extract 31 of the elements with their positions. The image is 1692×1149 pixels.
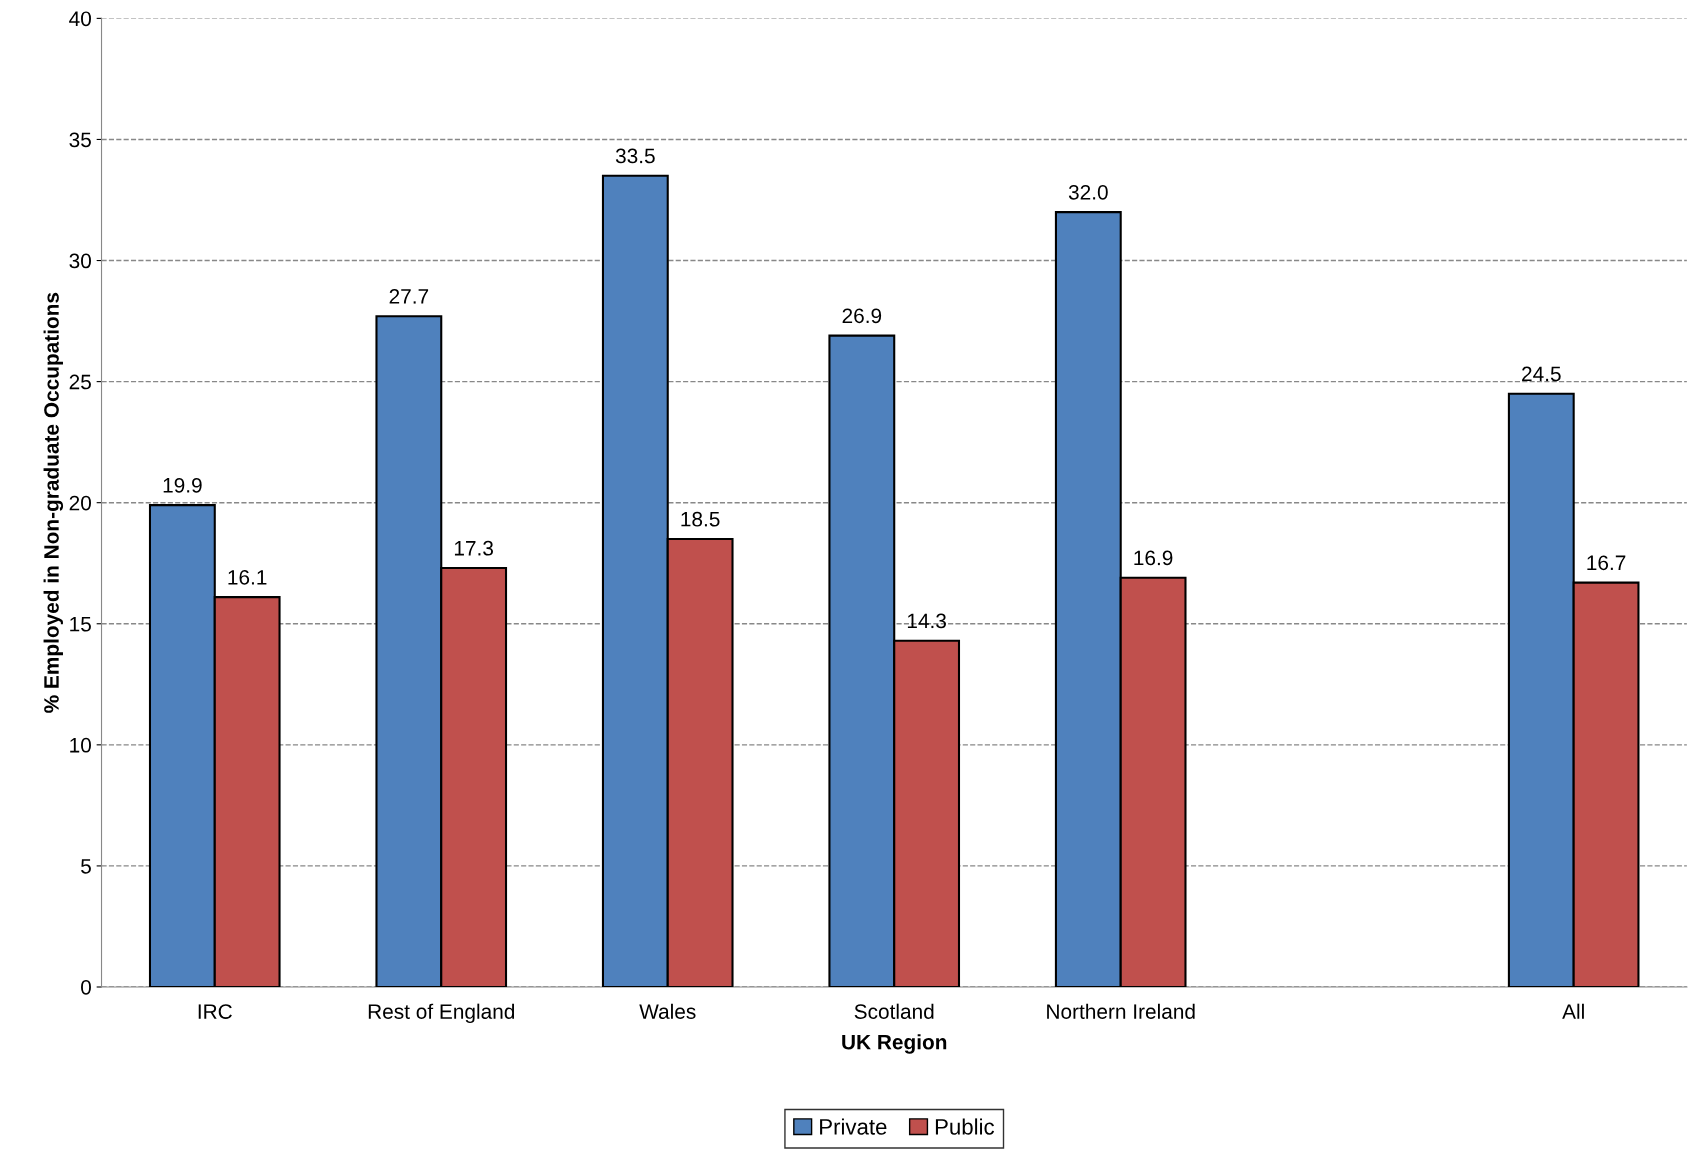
- data-label: 24.5: [1522, 366, 1561, 382]
- y-axis-title: % Employed in Non-graduate Occupations: [43, 292, 64, 713]
- y-tick-label: 35: [69, 132, 91, 148]
- x-axis-title: UK Region: [842, 1034, 947, 1054]
- x-tick-label: All: [1562, 1003, 1584, 1019]
- data-label: 16.7: [1587, 555, 1626, 571]
- data-label: 18.5: [681, 511, 720, 527]
- y-tick-label: 25: [69, 374, 91, 390]
- y-tick-label: 20: [69, 495, 91, 511]
- data-label: 19.9: [163, 477, 202, 493]
- data-label: 14.3: [907, 613, 946, 629]
- x-tick-label: IRC: [198, 1004, 232, 1019]
- x-tick-label: Northern Ireland: [1047, 1003, 1195, 1019]
- data-label: 17.3: [454, 540, 493, 556]
- x-tick-label: Wales: [639, 1003, 696, 1019]
- y-tick-label: 30: [69, 253, 91, 269]
- legend-label: Public: [935, 1118, 995, 1135]
- y-tick-label: 0: [81, 979, 91, 995]
- legend-label: Private: [820, 1118, 887, 1135]
- y-tick-label: 10: [70, 737, 91, 753]
- data-label: 16.9: [1134, 550, 1173, 566]
- y-tick-label: 5: [81, 859, 91, 874]
- x-tick-label: Rest of England: [368, 1003, 515, 1024]
- data-label: 27.7: [389, 289, 429, 304]
- y-tick-label: 40: [69, 11, 91, 27]
- x-tick-label: Scotland: [854, 1003, 934, 1019]
- data-label: 16.1: [228, 569, 267, 585]
- data-label: 33.5: [615, 148, 655, 164]
- y-tick-label: 15: [70, 616, 91, 632]
- data-label: 26.9: [842, 308, 882, 324]
- data-label: 32.0: [1068, 184, 1108, 200]
